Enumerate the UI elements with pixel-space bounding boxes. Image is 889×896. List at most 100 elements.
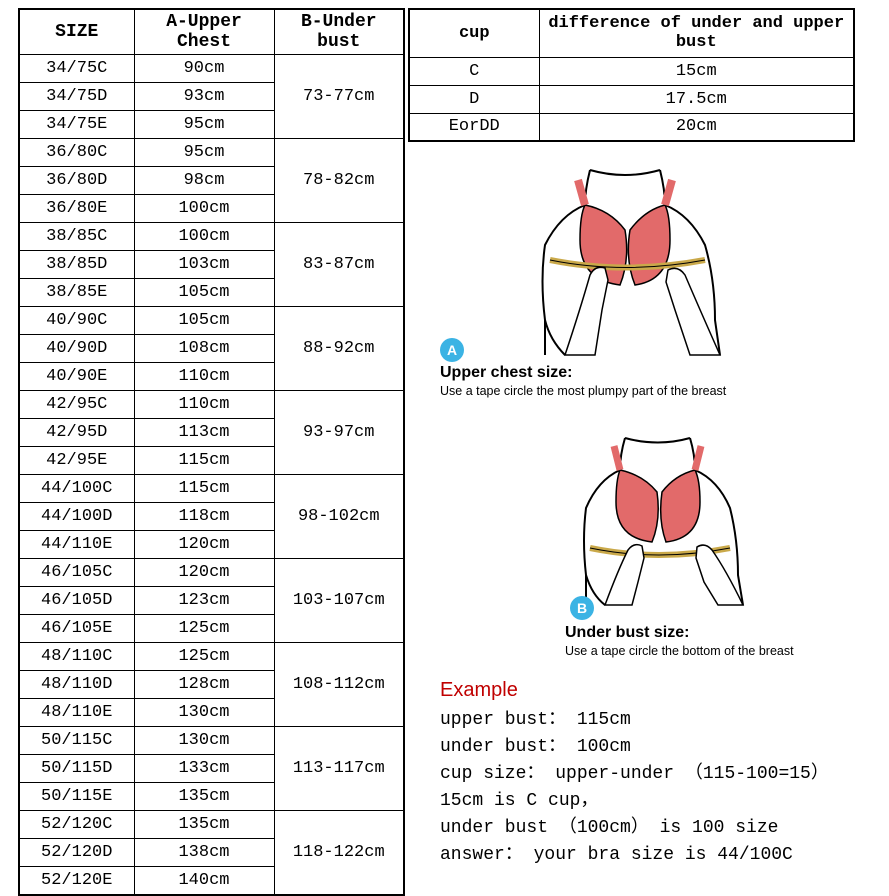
- cell-upper: 120cm: [134, 531, 274, 559]
- cell-upper: 103cm: [134, 251, 274, 279]
- cell-under: 98-102cm: [274, 475, 404, 559]
- under-bust-desc: Use a tape circle the bottom of the brea…: [565, 644, 875, 658]
- cell-under: 83-87cm: [274, 223, 404, 307]
- cell-size: 50/115D: [19, 755, 134, 783]
- badge-b-icon: B: [570, 596, 594, 620]
- cell-upper: 125cm: [134, 615, 274, 643]
- cell-upper: 90cm: [134, 55, 274, 83]
- cell-upper: 138cm: [134, 839, 274, 867]
- table-row: 34/75C90cm73-77cm: [19, 55, 404, 83]
- cell-size: 44/100C: [19, 475, 134, 503]
- cell-upper: 130cm: [134, 727, 274, 755]
- header-upper: A-Upper Chest: [134, 9, 274, 55]
- cell-size: 40/90C: [19, 307, 134, 335]
- table-row: 36/80C95cm78-82cm: [19, 139, 404, 167]
- cell-size: 46/105D: [19, 587, 134, 615]
- example-line: 15cm is C cup，: [440, 788, 880, 815]
- cell-upper: 128cm: [134, 671, 274, 699]
- cell-size: 48/110E: [19, 699, 134, 727]
- section-b-text: Under bust size: Use a tape circle the b…: [565, 620, 875, 658]
- cell-upper: 125cm: [134, 643, 274, 671]
- cell-size: 36/80E: [19, 195, 134, 223]
- cell-upper: 135cm: [134, 811, 274, 839]
- cell-diff: 15cm: [539, 57, 854, 85]
- example-block: Example upper bust： 115cmunder bust： 100…: [440, 675, 880, 869]
- example-line: upper bust： 115cm: [440, 707, 880, 734]
- torso-illustration-b: [540, 430, 800, 610]
- cell-under: 93-97cm: [274, 391, 404, 475]
- cell-size: 46/105E: [19, 615, 134, 643]
- cell-upper: 120cm: [134, 559, 274, 587]
- cell-upper: 135cm: [134, 783, 274, 811]
- cell-upper: 95cm: [134, 139, 274, 167]
- example-line: cup size： upper-under （115-100=15）: [440, 761, 880, 788]
- size-table: SIZE A-Upper Chest B-Under bust 34/75C90…: [18, 8, 405, 896]
- cell-upper: 110cm: [134, 363, 274, 391]
- header-cup: cup: [409, 9, 539, 57]
- cell-size: 44/100D: [19, 503, 134, 531]
- cell-size: 52/120E: [19, 867, 134, 895]
- table-row: 50/115C130cm113-117cm: [19, 727, 404, 755]
- example-line: under bust： 100cm: [440, 734, 880, 761]
- table-row: EorDD20cm: [409, 113, 854, 141]
- cell-size: 38/85C: [19, 223, 134, 251]
- cell-size: 50/115C: [19, 727, 134, 755]
- table-row: 44/100C115cm98-102cm: [19, 475, 404, 503]
- example-line: under bust （100cm） is 100 size: [440, 815, 880, 842]
- cell-size: 46/105C: [19, 559, 134, 587]
- cell-upper: 118cm: [134, 503, 274, 531]
- cell-size: 34/75D: [19, 83, 134, 111]
- torso-illustration-a: [490, 160, 790, 360]
- table-row: 42/95C110cm93-97cm: [19, 391, 404, 419]
- header-under: B-Under bust: [274, 9, 404, 55]
- cell-size: 42/95D: [19, 419, 134, 447]
- section-a-text: Upper chest size: Use a tape circle the …: [440, 360, 860, 398]
- cell-size: 44/110E: [19, 531, 134, 559]
- cell-upper: 93cm: [134, 83, 274, 111]
- cell-upper: 108cm: [134, 335, 274, 363]
- cell-upper: 113cm: [134, 419, 274, 447]
- cell-size: 36/80D: [19, 167, 134, 195]
- cell-upper: 105cm: [134, 307, 274, 335]
- cell-size: 40/90E: [19, 363, 134, 391]
- cell-cup: EorDD: [409, 113, 539, 141]
- cell-upper: 130cm: [134, 699, 274, 727]
- cell-size: 42/95E: [19, 447, 134, 475]
- under-bust-title: Under bust size:: [565, 624, 875, 642]
- cell-size: 38/85E: [19, 279, 134, 307]
- cell-size: 38/85D: [19, 251, 134, 279]
- header-size: SIZE: [19, 9, 134, 55]
- cell-size: 50/115E: [19, 783, 134, 811]
- cell-cup: D: [409, 85, 539, 113]
- table-row: 40/90C105cm88-92cm: [19, 307, 404, 335]
- cell-size: 36/80C: [19, 139, 134, 167]
- cell-size: 48/110D: [19, 671, 134, 699]
- cell-diff: 17.5cm: [539, 85, 854, 113]
- cell-upper: 100cm: [134, 195, 274, 223]
- cell-under: 103-107cm: [274, 559, 404, 643]
- cell-under: 113-117cm: [274, 727, 404, 811]
- cell-size: 52/120D: [19, 839, 134, 867]
- cell-size: 48/110C: [19, 643, 134, 671]
- header-diff: difference of under and upper bust: [539, 9, 854, 57]
- table-row: 38/85C100cm83-87cm: [19, 223, 404, 251]
- table-row: C15cm: [409, 57, 854, 85]
- table-header-row: cup difference of under and upper bust: [409, 9, 854, 57]
- table-row: 48/110C125cm108-112cm: [19, 643, 404, 671]
- cell-size: 42/95C: [19, 391, 134, 419]
- cell-size: 34/75E: [19, 111, 134, 139]
- cell-diff: 20cm: [539, 113, 854, 141]
- cell-upper: 98cm: [134, 167, 274, 195]
- cell-upper: 133cm: [134, 755, 274, 783]
- example-title: Example: [440, 675, 880, 705]
- table-row: 46/105C120cm103-107cm: [19, 559, 404, 587]
- table-header-row: SIZE A-Upper Chest B-Under bust: [19, 9, 404, 55]
- example-line: answer： your bra size is 44/100C: [440, 842, 880, 869]
- cell-cup: C: [409, 57, 539, 85]
- cell-upper: 95cm: [134, 111, 274, 139]
- upper-chest-title: Upper chest size:: [440, 364, 860, 382]
- cell-under: 108-112cm: [274, 643, 404, 727]
- cell-under: 88-92cm: [274, 307, 404, 391]
- cell-size: 34/75C: [19, 55, 134, 83]
- diagram-under-bust: [540, 430, 800, 610]
